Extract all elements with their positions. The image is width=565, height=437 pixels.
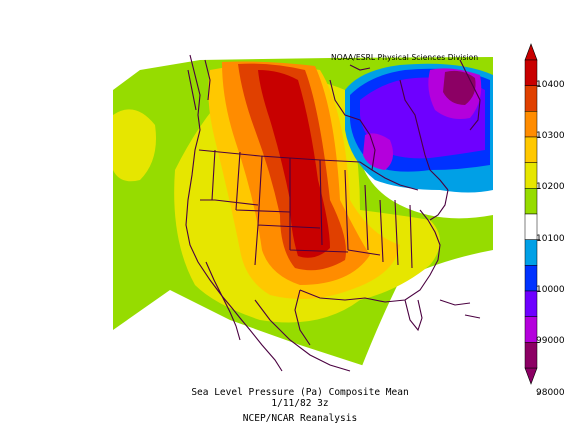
colorbar-tick-label: 101000 (536, 233, 565, 244)
colorbar-tick-label: 102000 (536, 182, 565, 193)
colorbar-tick-label: 103000 (536, 131, 565, 141)
colorbar (524, 43, 540, 394)
colorbar-tick-label: 99000 (536, 336, 565, 347)
map-outlines (185, 54, 481, 372)
colorbar-bottom-arrow (524, 367, 538, 385)
colorbar-tick-label: 98000 (536, 387, 565, 398)
caption-source: NCEP/NCAR Reanalysis (242, 413, 358, 424)
colorbar-segment (524, 342, 538, 369)
pressure-contours (113, 57, 493, 371)
colorbar-tick-label: 104000 (536, 79, 565, 90)
caption-date: 1/11/82 3z (271, 398, 329, 409)
colorbar-tick-label: 100000 (536, 285, 565, 295)
credit-label: NOAA/ESRL Physical Sciences Division (331, 53, 479, 62)
colorbar-top-arrow (524, 43, 538, 61)
caption-title: Sea Level Pressure (Pa) Composite Mean (191, 387, 409, 398)
